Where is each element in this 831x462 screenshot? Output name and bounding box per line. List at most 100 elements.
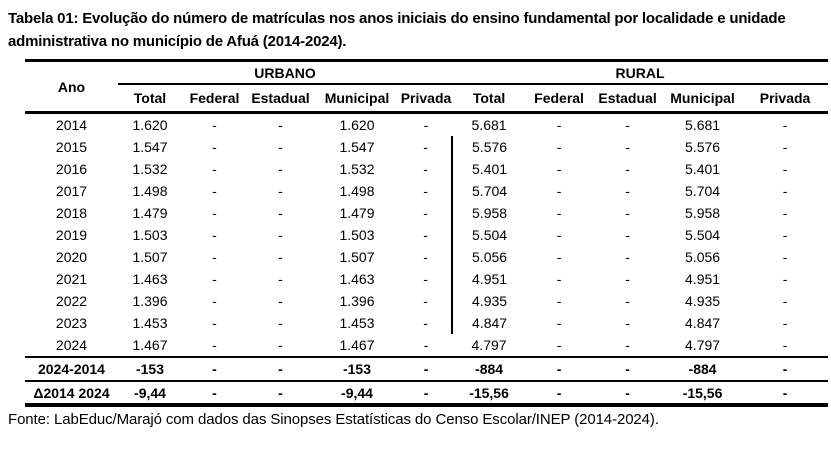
- cell-rural-2: -: [625, 117, 630, 133]
- cell-rural-1: -: [556, 337, 562, 353]
- cell-urbano-3: 1.463: [339, 271, 375, 287]
- table-row-2018: 2018 1.479 - - 1.479 - 5.958 - - 5.958 -: [25, 202, 828, 224]
- cell-urbano-0: 1.467: [132, 337, 168, 353]
- cell-urbano-0: 1.396: [132, 293, 168, 309]
- cell-urbano-3: 1.547: [339, 139, 375, 155]
- cell-rural-2: -: [625, 293, 630, 309]
- cell-rural-3: -884: [663, 356, 743, 381]
- cell-rural-2: -: [625, 227, 630, 243]
- table-row-2016: 2016 1.532 - - 1.532 - 5.401 - - 5.401 -: [25, 158, 828, 180]
- cell-ano: 2024-2014: [25, 356, 118, 381]
- cell-urbano-1: -: [212, 205, 217, 221]
- column-header-rural-total: Total: [452, 84, 527, 114]
- cell-urbano-2: -: [278, 183, 283, 199]
- column-header-urbano-estadual: Estadual: [247, 84, 314, 114]
- cell-urbano-3: 1.498: [339, 183, 375, 199]
- cell-urbano-4: -: [400, 356, 453, 381]
- column-header-urbano-privada: Privada: [400, 84, 453, 114]
- cell-rural-1: -: [556, 117, 562, 133]
- cell-rural-1: -: [556, 315, 562, 331]
- cell-urbano-1: -: [182, 356, 247, 381]
- cell-urbano-2: -: [278, 293, 283, 309]
- cell-rural-3: -15,56: [663, 380, 743, 405]
- cell-ano: 2015: [55, 139, 88, 155]
- cell-ano: 2020: [55, 249, 88, 265]
- cell-rural-0: 5.401: [451, 158, 527, 180]
- cell-ano: 2021: [55, 271, 88, 287]
- cell-rural-3: 5.576: [685, 139, 721, 155]
- cell-rural-0: 5.958: [451, 202, 527, 224]
- cell-urbano-4: -: [400, 380, 453, 405]
- cell-rural-2: -: [625, 183, 630, 199]
- cell-urbano-2: -: [278, 271, 283, 287]
- cell-urbano-4: -: [423, 205, 428, 221]
- cell-rural-4: -: [782, 293, 788, 309]
- cell-urbano-3: 1.396: [339, 293, 375, 309]
- cell-urbano-4: -: [423, 315, 428, 331]
- cell-rural-0: 5.681: [471, 117, 507, 133]
- table-row-2023: 2023 1.453 - - 1.453 - 4.847 - - 4.847 -: [25, 312, 828, 334]
- table-row-summary-1: 2024-2014 -153- - -153- -884- - -884-: [25, 356, 829, 381]
- cell-ano: Δ2014 2024: [25, 380, 118, 405]
- cell-ano: 2023: [55, 315, 88, 331]
- cell-urbano-4: -: [423, 293, 428, 309]
- cell-rural-2: -: [625, 249, 630, 265]
- cell-ano: 2014: [55, 117, 88, 133]
- cell-rural-3: 5.704: [685, 183, 721, 199]
- cell-rural-1: -: [556, 293, 562, 309]
- cell-urbano-4: -: [423, 337, 429, 353]
- cell-urbano-3: 1.453: [339, 315, 375, 331]
- cell-urbano-3: 1.503: [339, 227, 375, 243]
- cell-urbano-1: -: [212, 183, 217, 199]
- cell-rural-1: -: [556, 183, 562, 199]
- table-row-2020: 2020 1.507 - - 1.507 - 5.056 - - 5.056 -: [25, 246, 828, 268]
- cell-urbano-4: -: [423, 227, 428, 243]
- cell-urbano-0: -153: [118, 356, 182, 381]
- cell-urbano-0: 1.532: [132, 161, 168, 177]
- table-row-2021: 2021 1.463 - - 1.463 - 4.951 - - 4.951 -: [25, 268, 828, 290]
- cell-rural-3: 4.847: [685, 315, 721, 331]
- cell-rural-2: -: [625, 205, 630, 221]
- cell-rural-1: -: [556, 227, 562, 243]
- cell-rural-3: 4.951: [685, 271, 721, 287]
- cell-urbano-4: -: [423, 117, 429, 133]
- cell-rural-0: 5.056: [451, 246, 527, 268]
- cell-urbano-1: -: [212, 139, 217, 155]
- cell-urbano-0: 1.463: [132, 271, 168, 287]
- cell-rural-4: -: [782, 315, 788, 331]
- table-row-2019: 2019 1.503 - - 1.503 - 5.504 - - 5.504 -: [25, 224, 828, 246]
- column-group-urbano: URBANO: [118, 60, 453, 85]
- cell-urbano-2: -: [278, 337, 283, 353]
- cell-urbano-1: -: [212, 227, 217, 243]
- cell-rural-3: 5.056: [685, 249, 721, 265]
- cell-urbano-1: -: [212, 117, 217, 133]
- cell-urbano-2: -: [278, 161, 283, 177]
- cell-rural-4: -: [782, 161, 788, 177]
- cell-urbano-1: -: [212, 161, 217, 177]
- cell-urbano-0: 1.498: [132, 183, 168, 199]
- table-title: Tabela 01: Evolução do número de matrícu…: [8, 10, 786, 50]
- cell-urbano-4: -: [423, 271, 428, 287]
- cell-rural-3: 4.935: [685, 293, 721, 309]
- cell-urbano-2: -: [278, 249, 283, 265]
- group-header-row: Ano URBANO RURAL: [25, 60, 829, 114]
- cell-urbano-0: 1.547: [132, 139, 168, 155]
- cell-rural-0: -15,56: [452, 380, 527, 405]
- cell-urbano-2: -: [278, 227, 283, 243]
- cell-rural-4: -: [782, 117, 788, 133]
- cell-rural-4: -: [782, 271, 788, 287]
- cell-urbano-4: -: [423, 249, 428, 265]
- cell-rural-2: -: [625, 271, 630, 287]
- cell-urbano-4: -: [423, 139, 428, 155]
- cell-ano: 2019: [55, 227, 88, 243]
- sub-header-row: Total Federal Estadual Municipal Privada…: [25, 84, 829, 114]
- cell-rural-2: -: [592, 380, 664, 405]
- cell-urbano-1: -: [212, 293, 217, 309]
- cell-urbano-2: -: [278, 315, 283, 331]
- cell-urbano-2: -: [278, 205, 283, 221]
- cell-urbano-3: 1.507: [339, 249, 375, 265]
- cell-rural-1: -: [526, 356, 593, 381]
- cell-rural-4: -: [782, 183, 788, 199]
- column-header-rural-privada: Privada: [742, 84, 829, 114]
- cell-rural-2: -: [625, 161, 630, 177]
